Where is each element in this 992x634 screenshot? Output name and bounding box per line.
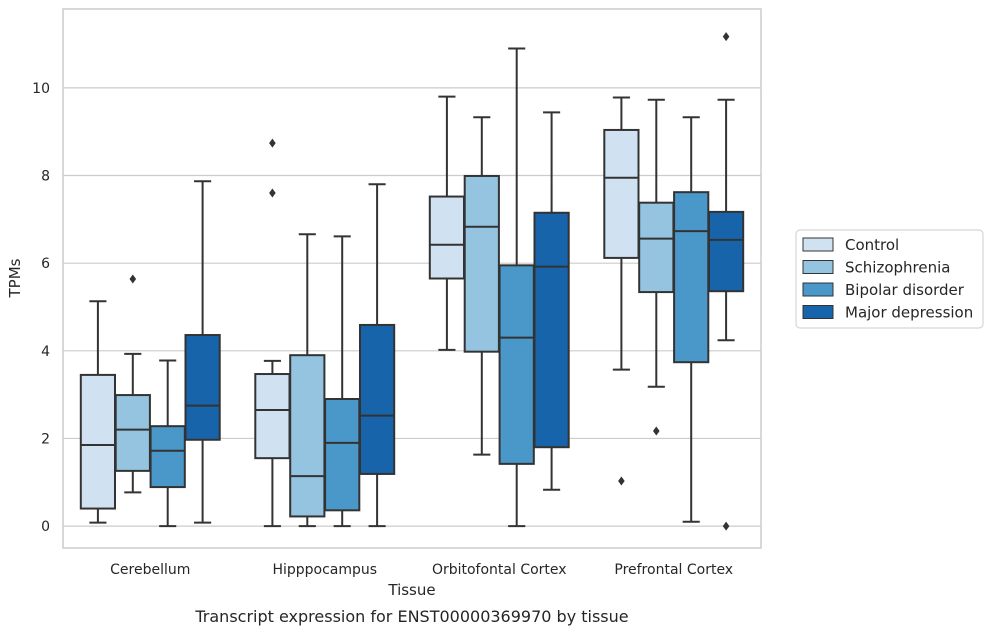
y-tick-label: 6 — [41, 256, 50, 272]
box-major-depression — [707, 32, 745, 531]
x-tick-label: Cerebellum — [110, 562, 190, 578]
iqr-box — [707, 210, 745, 293]
outlier-point — [722, 521, 730, 531]
outlier-point — [269, 188, 276, 198]
box-bipolar-disorder — [498, 47, 535, 528]
legend-label: Major depression — [845, 304, 973, 322]
iqr-box — [428, 195, 466, 280]
box-control — [428, 95, 466, 351]
iqr-box — [114, 394, 151, 472]
box-bipolar-disorder — [149, 359, 186, 528]
box-schizophrenia — [114, 274, 151, 494]
iqr-box — [498, 264, 535, 465]
box-control — [254, 138, 291, 528]
y-tick-labels: 0 2 4 6 8 10 — [32, 81, 50, 535]
box-control — [79, 300, 117, 524]
box-schizophrenia — [289, 233, 326, 528]
legend-swatch — [802, 260, 834, 274]
plot-area-frame — [62, 8, 762, 549]
legend-label: Schizophrenia — [845, 259, 950, 277]
x-tick-label: Prefrontal Cortex — [614, 562, 733, 578]
boxes — [79, 32, 745, 531]
box-control — [603, 96, 640, 486]
iqr-box — [463, 174, 500, 353]
iqr-box — [358, 323, 396, 475]
box-schizophrenia — [638, 98, 675, 436]
iqr-box — [603, 128, 640, 259]
legend-swatch — [802, 237, 834, 252]
iqr-box — [149, 425, 186, 489]
y-tick-label: 0 — [41, 519, 50, 535]
iqr-box — [673, 191, 710, 364]
y-tick-label: 8 — [41, 169, 50, 185]
chart-caption: Transcript expression for ENST0000036997… — [194, 607, 628, 626]
legend: Control Schizophrenia Bipolar disorder Majo… — [795, 229, 984, 329]
box-bipolar-disorder — [673, 116, 710, 523]
legend-frame — [795, 229, 984, 329]
outlier-point — [618, 476, 625, 486]
y-axis-title: TPMs — [6, 258, 24, 298]
legend-label: Control — [845, 236, 899, 254]
box-schizophrenia — [463, 116, 500, 456]
legend-label: Bipolar disorder — [845, 281, 965, 299]
iqr-box — [533, 211, 570, 449]
y-tick-label: 10 — [32, 81, 50, 97]
outlier-point — [653, 426, 660, 436]
box-major-depression — [358, 183, 396, 528]
iqr-box — [289, 354, 326, 518]
outlier-point — [269, 138, 276, 148]
iqr-box — [79, 373, 117, 510]
iqr-box — [184, 334, 221, 441]
iqr-box — [324, 398, 361, 512]
outlier-point — [722, 32, 730, 42]
outlier-point — [129, 274, 137, 284]
x-tick-label: Orbitofontal Cortex — [432, 562, 567, 578]
box-major-depression — [533, 111, 570, 491]
y-tick-label: 2 — [41, 431, 50, 447]
legend-swatch — [802, 305, 834, 319]
box-major-depression — [184, 180, 221, 524]
iqr-box — [638, 201, 675, 294]
x-axis-title: Tissue — [387, 581, 435, 599]
x-tick-labels: Cerebellum Hipppocampus Orbitofontal Corte… — [110, 562, 733, 578]
iqr-box — [254, 373, 291, 460]
box-bipolar-disorder — [324, 235, 361, 528]
legend-swatch — [802, 282, 834, 297]
y-tick-label: 4 — [41, 344, 50, 360]
x-tick-label: Hipppocampus — [272, 562, 377, 578]
